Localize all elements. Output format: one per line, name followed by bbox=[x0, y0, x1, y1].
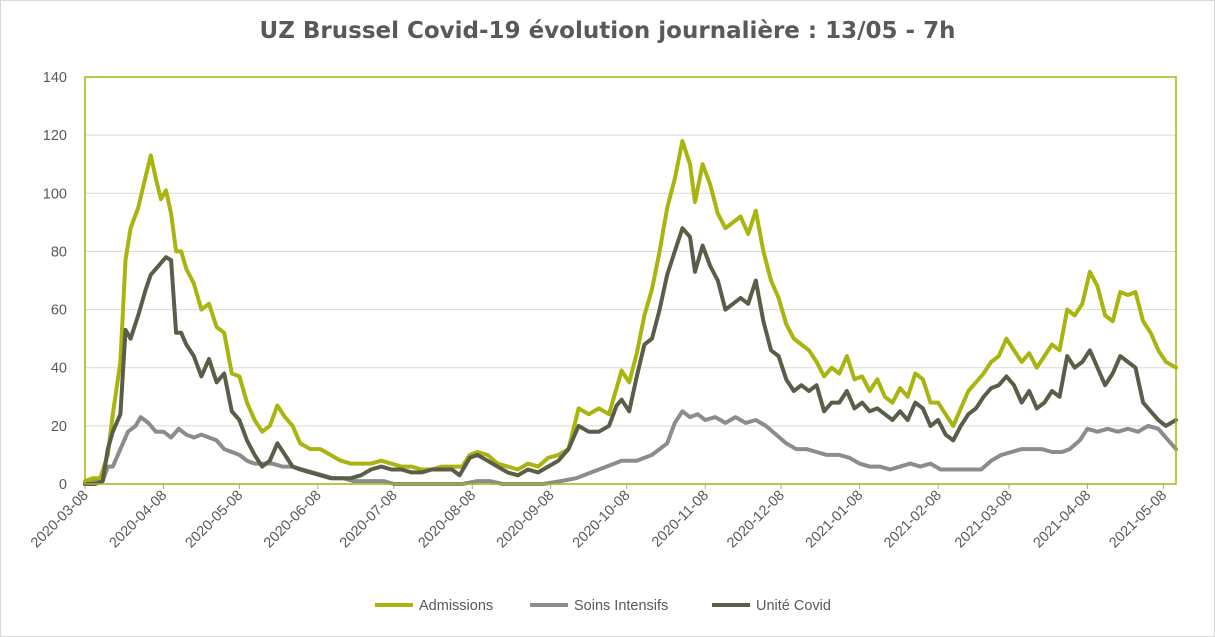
y-tick-label: 80 bbox=[51, 244, 67, 260]
x-tick-label: 2020-11-08 bbox=[649, 488, 712, 551]
x-tick-label: 2020-03-08 bbox=[28, 488, 92, 552]
legend-label: Soins Intensifs bbox=[574, 598, 668, 614]
x-tick-label: 2021-05-08 bbox=[1106, 488, 1170, 552]
x-tick-label: 2021-01-08 bbox=[803, 488, 867, 552]
x-tick-label: 2020-09-08 bbox=[494, 488, 558, 552]
y-tick-label: 100 bbox=[43, 186, 67, 202]
series-line-soins-intensifs bbox=[83, 409, 1178, 486]
y-tick-label: 140 bbox=[43, 70, 67, 86]
y-tick-label: 40 bbox=[51, 361, 67, 377]
chart-title: UZ Brussel Covid-19 évolution journalièr… bbox=[259, 18, 956, 44]
x-tick-label: 2021-03-08 bbox=[952, 488, 1016, 552]
legend: Admissions Soins Intensifs Unité Covid bbox=[375, 598, 831, 614]
x-tick-label: 2020-10-08 bbox=[570, 488, 634, 552]
x-tick-label: 2020-07-08 bbox=[337, 488, 401, 552]
y-tick-label: 120 bbox=[43, 128, 67, 144]
series-lines bbox=[83, 139, 1178, 486]
y-tick-label: 0 bbox=[59, 477, 67, 493]
y-tick-label: 60 bbox=[51, 303, 67, 319]
plot-area-border bbox=[84, 76, 1177, 485]
x-tick-label: 2021-02-08 bbox=[881, 488, 945, 552]
x-tick-label: 2020-05-08 bbox=[182, 488, 246, 552]
x-tick-label: 2020-08-08 bbox=[415, 488, 479, 552]
series-line-admissions bbox=[83, 139, 1178, 484]
x-tick-label: 2020-12-08 bbox=[724, 488, 788, 552]
legend-label: Admissions bbox=[419, 598, 493, 614]
y-tick-label: 20 bbox=[51, 419, 67, 435]
x-axis-ticks: 2020-03-08 2020-04-08 2020-05-08 2020-06-08… bbox=[28, 484, 1170, 551]
x-tick-label: 2020-04-08 bbox=[107, 488, 171, 552]
y-axis-ticks: 0 20 40 60 80 100 120 140 bbox=[43, 70, 67, 493]
series-line-unit-covid bbox=[83, 226, 1178, 486]
gridlines bbox=[85, 76, 1176, 485]
legend-label: Unité Covid bbox=[756, 598, 831, 614]
x-tick-label: 2020-06-08 bbox=[261, 488, 325, 552]
x-tick-label: 2021-04-08 bbox=[1030, 488, 1094, 552]
